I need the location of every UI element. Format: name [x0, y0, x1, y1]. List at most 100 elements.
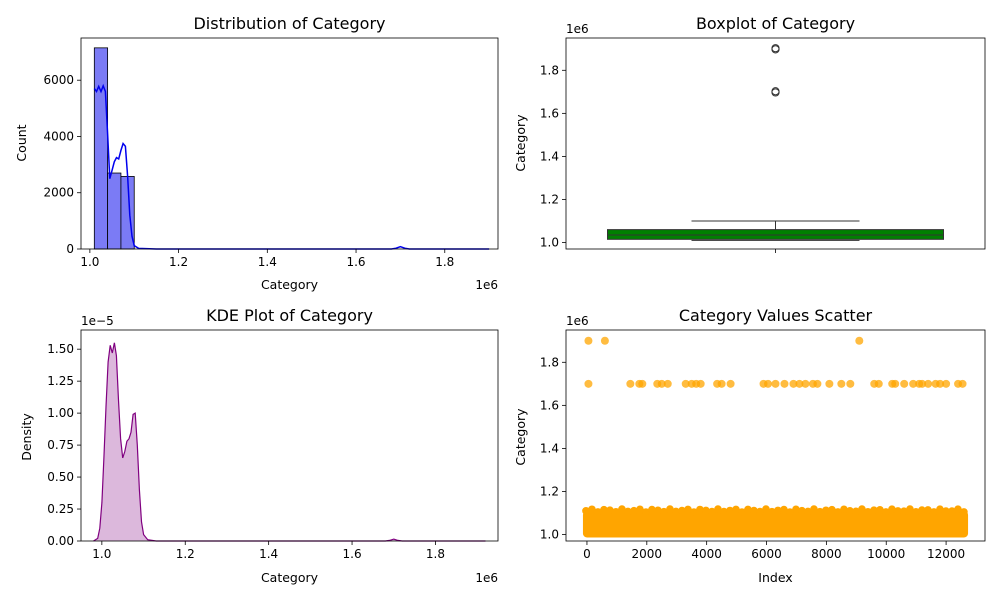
- boxplot-title: Boxplot of Category: [696, 14, 855, 33]
- scatter-dense-band: [582, 511, 969, 538]
- histogram-xtick-label-0: 1.0: [80, 255, 99, 269]
- scatter-point-band: [714, 505, 722, 513]
- scatter-point-band: [834, 508, 842, 516]
- scatter-frame: [565, 329, 986, 542]
- scatter-point-band: [858, 505, 866, 513]
- scatter-point-band: [912, 508, 920, 516]
- scatter-xtick-label-2: 4000: [691, 547, 722, 561]
- scatter-point-band: [930, 508, 938, 516]
- histogram-xtick-label-3: 1.6: [346, 255, 365, 269]
- boxplot-ytick-label-2: 1.4: [540, 149, 559, 163]
- scatter-point-1-7-19: [795, 379, 804, 388]
- histogram-ytick-label-2: 4000: [43, 129, 74, 143]
- scatter-point-band: [828, 505, 836, 514]
- histogram-bar-0: [93, 47, 109, 250]
- scatter-point-band: [960, 508, 968, 516]
- scatter-point-band: [774, 506, 782, 515]
- scatter-point-band: [942, 507, 950, 515]
- scatter-point-band: [624, 507, 632, 516]
- scatter-point-band: [786, 508, 794, 516]
- histogram-ytick-label-1: 2000: [43, 186, 74, 200]
- kde-ylabel: Density: [19, 413, 34, 461]
- scatter-xtick-label-5: 10000: [867, 547, 905, 561]
- boxplot-yticks: 1.0 1.2 1.4 1.6 1.8: [540, 63, 566, 250]
- boxplot-ytick-label-1: 1.2: [540, 192, 559, 206]
- histogram-frame: [80, 37, 499, 250]
- scatter-point-band: [726, 506, 734, 515]
- scatter-ytick-label-3: 1.6: [540, 398, 559, 412]
- scatter-point-band: [684, 505, 692, 514]
- boxplot-y-offset: 1e6: [566, 22, 589, 36]
- kde-title: KDE Plot of Category: [206, 306, 373, 325]
- scatter-point-band: [612, 507, 620, 516]
- scatter-point-band: [846, 507, 854, 515]
- boxplot-ytick-label-3: 1.6: [540, 106, 559, 120]
- scatter-point-1-7-23: [825, 379, 834, 388]
- scatter-point-band: [918, 506, 926, 514]
- scatter-point-band: [840, 505, 848, 514]
- histogram-xtick-label-1: 1.2: [169, 255, 188, 269]
- scatter-title: Category Values Scatter: [679, 306, 873, 325]
- scatter-point-band: [870, 506, 878, 514]
- scatter-point-band: [954, 505, 962, 513]
- histogram-panel: Distribution of Category Category Count …: [14, 14, 499, 292]
- scatter-point-band: [672, 507, 680, 516]
- scatter-point-1-7-31: [909, 379, 918, 388]
- scatter-ytick-label-0: 1.0: [540, 528, 559, 542]
- histogram-yticks: 0 2000 4000 6000: [43, 73, 81, 256]
- scatter-point-band: [882, 508, 890, 516]
- histogram-xticks: 1.0 1.2 1.4 1.6 1.8: [80, 249, 454, 269]
- scatter-point-band: [606, 506, 614, 515]
- boxplot-outlier-1: [771, 88, 780, 97]
- kde-yticks: 0.00 0.25 0.50 0.75 1.00 1.25 1.50: [47, 342, 81, 548]
- boxplot-ylabel: Category: [513, 114, 528, 172]
- scatter-xtick-label-0: 0: [583, 547, 591, 561]
- scatter-point-band: [744, 505, 752, 514]
- kde-frame: [80, 329, 499, 542]
- scatter-point-band: [738, 508, 746, 516]
- scatter-point-1-7-33: [918, 379, 927, 388]
- scatter-xlabel: Index: [758, 570, 792, 585]
- scatter-point-band: [702, 506, 710, 515]
- scatter-point-1-7-18: [789, 379, 798, 388]
- kde-xtick-label-1: 1.2: [176, 547, 195, 561]
- scatter-point-band: [888, 505, 896, 513]
- scatter-point-band: [876, 505, 884, 514]
- scatter-point-band: [600, 505, 608, 514]
- scatter-point-1-7-1: [626, 379, 635, 388]
- scatter-xticks: 0 2000 4000 6000 8000 10000 12000: [583, 541, 965, 561]
- scatter-panel: Category Values Scatter Index Category 1…: [513, 306, 986, 585]
- scatter-point-1-7-37: [942, 379, 951, 388]
- scatter-point-band: [720, 507, 728, 516]
- scatter-point-band: [822, 506, 830, 515]
- scatter-point-1-9-0: [584, 336, 593, 345]
- scatter-xtick-label-4: 8000: [811, 547, 842, 561]
- kde-ytick-label-3: 0.75: [47, 438, 74, 452]
- scatter-point-band: [642, 508, 650, 516]
- kde-xticks: 1.0 1.2 1.4 1.6 1.8: [92, 541, 445, 561]
- scatter-point-1-7-22: [813, 379, 822, 388]
- kde-ytick-label-2: 0.50: [47, 470, 74, 484]
- scatter-point-band: [852, 507, 860, 516]
- boxplot-frame: [565, 37, 986, 250]
- scatter-point-band: [648, 505, 656, 514]
- scatter-point-band: [936, 505, 944, 513]
- scatter-point-band: [762, 505, 770, 513]
- scatter-point-band: [894, 507, 902, 515]
- scatter-point-1-7-39: [958, 379, 967, 388]
- scatter-point-band: [708, 507, 716, 516]
- scatter-point-1-7-6: [663, 379, 672, 388]
- scatter-point-band: [678, 506, 686, 515]
- scatter-xtick-label-3: 6000: [751, 547, 782, 561]
- scatter-point-band: [924, 506, 932, 514]
- scatter-point-1-7-27: [874, 379, 883, 388]
- histogram-xlabel: Category: [261, 277, 319, 292]
- scatter-point-1-9-2: [855, 336, 864, 345]
- kde-xtick-label-2: 1.4: [259, 547, 278, 561]
- histogram-ytick-label-0: 0: [66, 242, 74, 256]
- kde-line: [93, 342, 486, 542]
- scatter-point-1-7-12: [717, 379, 726, 388]
- scatter-point-1-7-15: [764, 379, 773, 388]
- kde-xtick-label-0: 1.0: [92, 547, 111, 561]
- scatter-point-band: [768, 507, 776, 516]
